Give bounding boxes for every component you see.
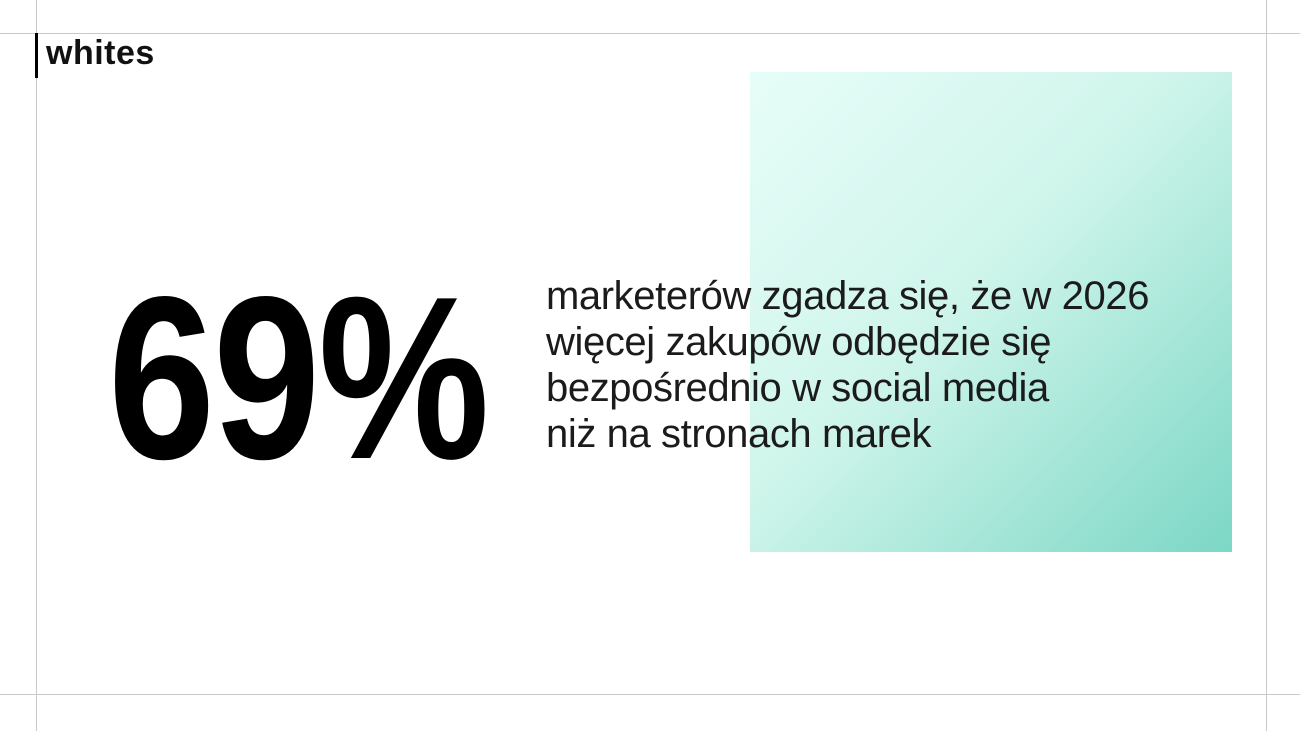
- brand-logo: whites: [35, 33, 155, 78]
- statement-line-2: więcej zakupów odbędzie się: [546, 320, 1052, 364]
- accent-gradient-square: [750, 72, 1232, 552]
- statement-line-3: bezpośrednio w social media: [546, 366, 1049, 410]
- guide-line-horizontal-top: [0, 33, 1300, 34]
- stat-statement: marketerów zgadza się, że w 2026 więcej …: [546, 273, 1149, 457]
- statement-line-4: niż na stronach marek: [546, 412, 932, 456]
- logo-bar-icon: [35, 33, 38, 78]
- guide-line-horizontal-bottom: [0, 694, 1300, 695]
- logo-text: whites: [46, 34, 155, 72]
- guide-line-vertical-left: [36, 0, 37, 731]
- guide-line-vertical-right: [1266, 0, 1267, 731]
- statement-line-1: marketerów zgadza się, że w 2026: [546, 274, 1150, 318]
- stat-value: 69%: [108, 249, 490, 508]
